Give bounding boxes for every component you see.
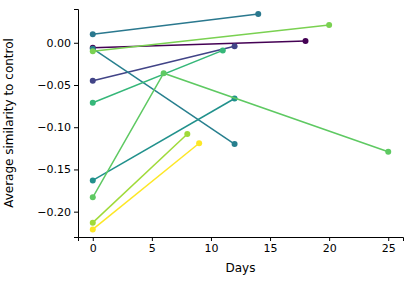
y-axis-title: Average similarity to control	[2, 38, 16, 208]
y-tick-label: −0.05	[37, 79, 71, 92]
series-line	[93, 49, 235, 144]
y-tick: −0.15	[37, 163, 78, 176]
x-tick: 10	[204, 237, 218, 255]
y-tick-mark	[74, 43, 78, 44]
series-marker	[232, 141, 238, 147]
y-tick: 0.00	[47, 37, 79, 50]
series-line	[93, 143, 199, 229]
series-marker	[90, 48, 96, 54]
x-tick: 20	[323, 237, 337, 255]
x-tick: 0	[90, 237, 97, 255]
series-marker	[90, 78, 96, 84]
y-tick-label: −0.15	[37, 163, 71, 176]
series-marker	[184, 131, 190, 137]
series-marker	[90, 100, 96, 106]
series-marker	[90, 177, 96, 183]
y-axis: −0.20 −0.15 −0.10 −0.05 0.00	[37, 10, 78, 238]
chart: 0 5 10 15 20 25 −0.20 −0.15 −0.10 −0.05 0.00 Days Av…	[0, 0, 404, 296]
series-line	[93, 25, 329, 51]
y-tick-label: −0.10	[37, 121, 71, 134]
y-tick: −0.05	[37, 79, 78, 92]
series-marker	[161, 70, 167, 76]
series-marker	[385, 149, 391, 155]
x-tick-mark	[388, 237, 389, 241]
x-tick-label: 15	[264, 242, 278, 255]
x-tick-label: 10	[204, 242, 218, 255]
series-marker	[90, 220, 96, 226]
x-tick-label: 5	[149, 242, 156, 255]
series-marker	[326, 22, 332, 28]
y-axis-line	[74, 10, 79, 238]
x-axis-line	[79, 238, 404, 242]
x-tick-label: 20	[323, 242, 337, 255]
y-tick-mark	[74, 169, 78, 170]
y-tick-mark	[74, 212, 78, 213]
series-marker	[196, 140, 202, 146]
x-tick-mark	[211, 237, 212, 241]
series-marker	[255, 11, 261, 17]
y-tick-label: 0.00	[47, 37, 72, 50]
y-tick-mark	[74, 85, 78, 86]
x-tick-label: 0	[90, 242, 97, 255]
series-line	[93, 14, 258, 34]
series-marker	[220, 47, 226, 53]
x-tick-label: 25	[382, 242, 396, 255]
x-tick: 15	[264, 237, 278, 255]
x-tick-mark	[93, 237, 94, 241]
series-line	[93, 99, 235, 181]
y-tick: −0.10	[37, 121, 78, 134]
x-axis: 0 5 10 15 20 25	[79, 237, 404, 255]
x-tick: 5	[149, 237, 156, 255]
series-line	[93, 41, 306, 48]
plot-area: 0 5 10 15 20 25 −0.20 −0.15 −0.10 −0.05 0.00	[37, 10, 403, 255]
series-marker	[90, 194, 96, 200]
series-line	[93, 73, 388, 197]
y-tick: −0.20	[37, 206, 78, 219]
x-tick-mark	[152, 237, 153, 241]
series-group	[90, 11, 391, 232]
series-marker	[303, 38, 309, 44]
y-tick-mark	[74, 127, 78, 128]
series-marker	[232, 43, 238, 49]
x-tick: 25	[382, 237, 396, 255]
y-tick-label: −0.20	[37, 206, 71, 219]
x-tick-mark	[329, 237, 330, 241]
x-tick-mark	[270, 237, 271, 241]
series-line	[93, 134, 188, 223]
x-axis-title: Days	[226, 261, 256, 275]
series-marker	[90, 226, 96, 232]
series-marker	[90, 31, 96, 37]
series-line	[93, 50, 223, 102]
